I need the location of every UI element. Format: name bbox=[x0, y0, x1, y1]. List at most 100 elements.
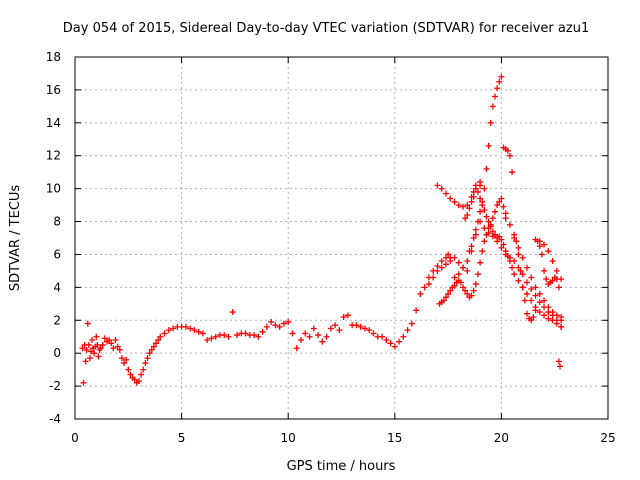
data-point bbox=[289, 330, 296, 337]
x-tick-label: 20 bbox=[494, 431, 509, 445]
data-point bbox=[532, 236, 539, 243]
y-tick-label: 2 bbox=[53, 313, 61, 327]
data-point bbox=[229, 309, 236, 316]
data-point bbox=[502, 248, 509, 255]
data-point bbox=[489, 228, 496, 235]
y-tick-label: 8 bbox=[53, 215, 61, 229]
data-point bbox=[523, 310, 530, 317]
data-point bbox=[112, 337, 119, 344]
data-point bbox=[182, 323, 189, 330]
data-point bbox=[468, 292, 475, 299]
data-point bbox=[421, 284, 428, 291]
data-point bbox=[468, 248, 475, 255]
data-point bbox=[492, 231, 499, 238]
data-point bbox=[442, 261, 449, 268]
data-point bbox=[121, 360, 128, 367]
data-point bbox=[477, 195, 484, 202]
data-point bbox=[445, 251, 452, 258]
data-point bbox=[94, 341, 101, 348]
data-point bbox=[481, 238, 488, 245]
data-point bbox=[140, 366, 147, 373]
data-point bbox=[502, 215, 509, 222]
data-point bbox=[464, 202, 471, 209]
data-point bbox=[212, 333, 219, 340]
data-point bbox=[106, 337, 113, 344]
axis-ticks bbox=[74, 56, 609, 420]
data-point bbox=[438, 264, 445, 271]
data-point bbox=[553, 312, 560, 319]
data-point bbox=[161, 330, 168, 337]
data-point bbox=[462, 215, 469, 222]
data-point bbox=[472, 185, 479, 192]
data-point bbox=[504, 147, 511, 154]
data-point bbox=[357, 323, 364, 330]
data-point bbox=[445, 290, 452, 297]
data-point bbox=[504, 253, 511, 260]
data-point bbox=[492, 208, 499, 215]
data-point bbox=[391, 343, 398, 350]
data-point bbox=[464, 258, 471, 265]
data-point bbox=[155, 337, 162, 344]
data-point bbox=[340, 313, 347, 320]
data-point bbox=[498, 73, 505, 80]
data-point bbox=[485, 142, 492, 149]
data-point bbox=[157, 333, 164, 340]
data-point bbox=[413, 307, 420, 314]
y-tick-label: 6 bbox=[53, 247, 61, 261]
data-point bbox=[234, 332, 241, 339]
data-point bbox=[170, 325, 177, 332]
data-point bbox=[191, 327, 198, 334]
data-point bbox=[438, 185, 445, 192]
chart-title: Day 054 of 2015, Sidereal Day-to-day VTE… bbox=[63, 21, 589, 36]
data-point bbox=[472, 281, 479, 288]
y-tick-label: 4 bbox=[53, 280, 61, 294]
data-point bbox=[498, 236, 505, 243]
data-point bbox=[440, 297, 447, 304]
data-point bbox=[165, 327, 172, 334]
data-point bbox=[127, 371, 134, 378]
data-point bbox=[379, 333, 386, 340]
data-point bbox=[519, 284, 526, 291]
data-point bbox=[506, 258, 513, 265]
y-tick-label: 18 bbox=[46, 50, 61, 64]
data-point bbox=[555, 358, 562, 365]
data-point bbox=[442, 190, 449, 197]
data-point bbox=[95, 353, 102, 360]
data-point bbox=[521, 297, 528, 304]
data-point bbox=[251, 332, 258, 339]
y-tick-label: 0 bbox=[53, 346, 61, 360]
data-point bbox=[327, 325, 334, 332]
data-point bbox=[387, 340, 394, 347]
data-point bbox=[361, 325, 368, 332]
data-point bbox=[451, 254, 458, 261]
data-point bbox=[494, 85, 501, 92]
data-point bbox=[91, 350, 98, 357]
data-point bbox=[532, 284, 539, 291]
data-point bbox=[509, 169, 516, 176]
gridlines bbox=[74, 56, 609, 420]
data-point bbox=[285, 318, 292, 325]
data-point bbox=[519, 271, 526, 278]
data-point bbox=[460, 264, 467, 271]
data-point bbox=[545, 304, 552, 311]
data-point bbox=[489, 215, 496, 222]
data-point bbox=[543, 276, 550, 283]
data-point bbox=[515, 244, 522, 251]
data-point bbox=[457, 279, 464, 286]
data-point bbox=[517, 267, 524, 274]
data-point bbox=[536, 238, 543, 245]
data-point bbox=[489, 103, 496, 110]
data-point bbox=[153, 340, 160, 347]
data-point bbox=[315, 332, 322, 339]
x-tick-label: 0 bbox=[71, 431, 79, 445]
data-point bbox=[472, 231, 479, 238]
data-point bbox=[536, 290, 543, 297]
data-point bbox=[557, 363, 564, 370]
data-point bbox=[483, 231, 490, 238]
data-point bbox=[131, 376, 138, 383]
data-point bbox=[150, 343, 157, 350]
data-point bbox=[464, 267, 471, 274]
data-point bbox=[400, 333, 407, 340]
data-point bbox=[370, 330, 377, 337]
data-point bbox=[506, 152, 513, 159]
